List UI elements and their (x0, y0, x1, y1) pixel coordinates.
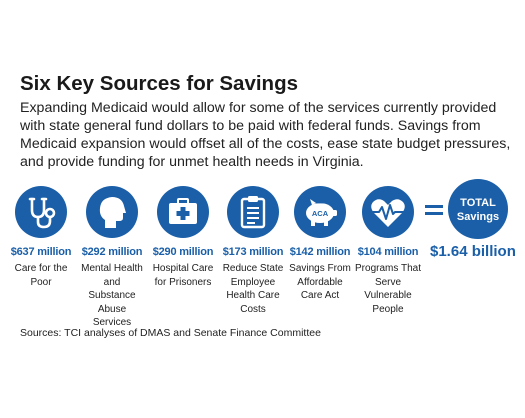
total-label-line2: Savings (457, 211, 499, 223)
item-amount: $290 million (152, 246, 214, 258)
item-amount: $142 million (289, 246, 351, 258)
item-amount: $637 million (10, 246, 72, 258)
aca-label: ACA (312, 209, 329, 218)
item-description: Care for the Poor (14, 263, 68, 288)
item-description: Programs That Serve Vulnerable People (355, 263, 421, 315)
medical-kit-icon (157, 186, 209, 238)
item-description: Savings From Affordable Care Act (289, 263, 351, 301)
item-amount: $292 million (81, 246, 143, 258)
savings-item-employee-health: $173 million Reduce State Employee Healt… (220, 186, 286, 316)
savings-item-aca: ACA $142 million Savings From Affordable… (287, 186, 353, 303)
item-amount: $173 million (222, 246, 284, 258)
piggy-bank-icon: ACA (294, 186, 346, 238)
total-label-line1: TOTAL (460, 197, 496, 209)
item-description: Mental Health and Substance Abuse Servic… (81, 263, 143, 328)
savings-item-care-for-poor: $637 million Care for the Poor (8, 186, 74, 289)
total-amount: $1.64 billion (430, 243, 516, 260)
savings-item-hospital-care: $290 million Hospital Care for Prisoners (150, 186, 216, 289)
page-title: Six Key Sources for Savings (20, 72, 299, 95)
equals-icon (425, 205, 443, 215)
head-profile-icon (86, 186, 138, 238)
intro-text: Expanding Medicaid would allow for some … (20, 100, 511, 170)
item-amount: $104 million (357, 246, 419, 258)
source-note: Sources: TCI analyses of DMAS and Senate… (20, 327, 321, 339)
total-savings-badge: TOTAL Savings (448, 179, 508, 239)
item-description: Hospital Care for Prisoners (152, 263, 214, 288)
heartbeat-icon (362, 186, 414, 238)
stethoscope-icon (15, 186, 67, 238)
savings-item-mental-health: $292 million Mental Health and Substance… (79, 186, 145, 330)
savings-item-vulnerable-people: $104 million Programs That Serve Vulnera… (355, 186, 421, 316)
clipboard-icon (227, 186, 279, 238)
item-description: Reduce State Employee Health Care Costs (222, 263, 284, 315)
